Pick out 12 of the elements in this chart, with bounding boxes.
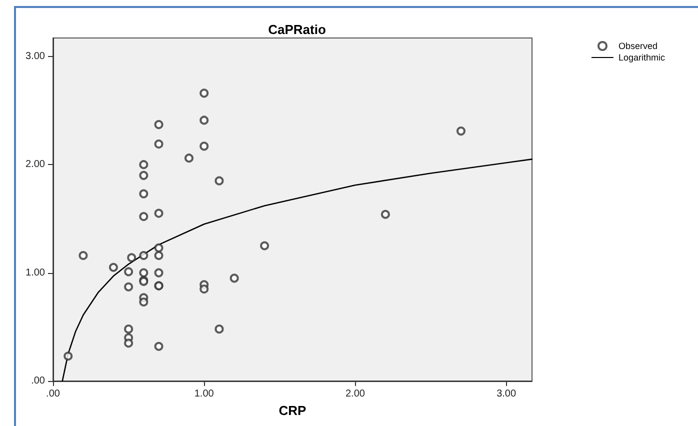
legend-label: Observed (618, 41, 658, 51)
y-tick-label: 2.00 (26, 159, 46, 170)
chart-title: CaPRatio (268, 22, 326, 37)
x-tick-label: 1.00 (194, 388, 214, 400)
x-tick-label: 3.00 (496, 388, 516, 400)
y-tick-label: 1.00 (26, 267, 46, 278)
y-tick-label: .00 (31, 376, 46, 386)
x-tick-label: .00 (46, 388, 60, 400)
legend-label: Logarithmic (618, 52, 666, 62)
x-axis-title: CRP (278, 402, 307, 418)
x-tick-label: 2.00 (345, 388, 366, 400)
y-tick-label: 3.00 (26, 50, 46, 62)
